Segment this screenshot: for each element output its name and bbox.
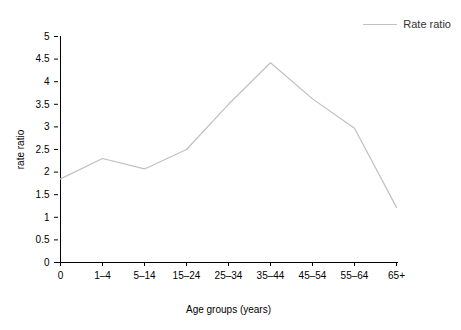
- svg-text:1.5: 1.5: [36, 189, 50, 200]
- svg-text:0.5: 0.5: [36, 234, 50, 245]
- svg-text:5: 5: [44, 31, 50, 42]
- svg-text:1–4: 1–4: [94, 270, 111, 281]
- svg-text:4.5: 4.5: [36, 53, 50, 64]
- svg-text:15–24: 15–24: [173, 270, 201, 281]
- svg-text:3: 3: [44, 121, 50, 132]
- html-text:Rate ratio: Rate ratio: [403, 18, 451, 30]
- svg-text:4: 4: [44, 76, 50, 87]
- svg-text:0: 0: [44, 257, 50, 268]
- svg-text:1: 1: [44, 212, 50, 223]
- svg-text:65+: 65+: [388, 270, 405, 281]
- svg-text:2.5: 2.5: [36, 144, 50, 155]
- svg-text:rate ratio: rate ratio: [15, 129, 26, 169]
- svg-text:2: 2: [44, 166, 50, 177]
- svg-text:45–54: 45–54: [299, 270, 327, 281]
- svg-text:Age groups (years): Age groups (years): [186, 304, 271, 315]
- svg-text:35–44: 35–44: [257, 270, 285, 281]
- svg-text:0: 0: [58, 270, 64, 281]
- svg-text:3.5: 3.5: [36, 99, 50, 110]
- svg-text:55–64: 55–64: [341, 270, 369, 281]
- svg-text:25–34: 25–34: [215, 270, 243, 281]
- svg-text:5–14: 5–14: [133, 270, 156, 281]
